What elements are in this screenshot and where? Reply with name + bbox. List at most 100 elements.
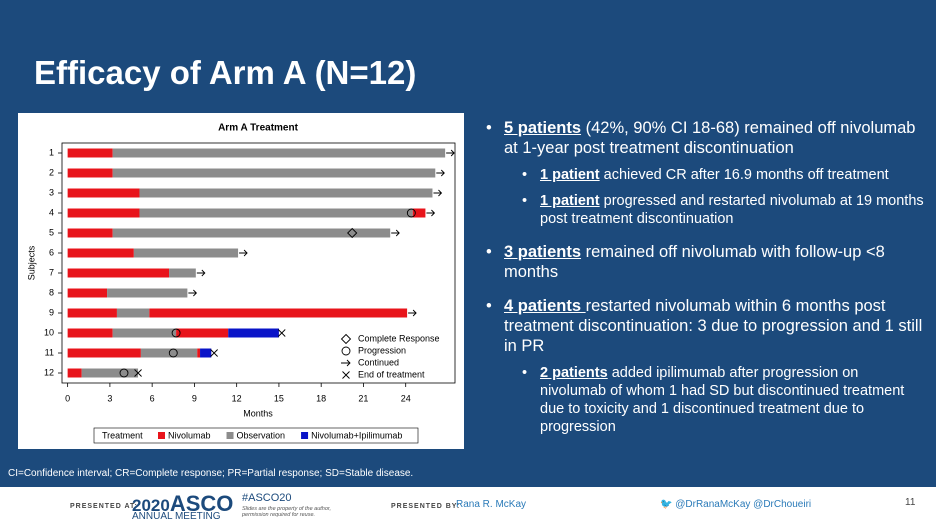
bullet-lead: 5 patients [504,119,582,137]
bullet: 5 patients (42%, 90% CI 18-68) remained … [476,118,928,228]
sub-bullet: 1 patient progressed and restarted nivol… [504,192,928,228]
sub-bullet-text: added ipilimumab after progression on ni… [540,365,905,435]
bar-segment [228,328,279,338]
y-tick-label: 10 [44,327,54,337]
presented-at: PRESENTED AT: [70,503,138,510]
legend-swatch [158,432,165,439]
sub-bullet-lead: 2 patients [540,365,608,381]
legend-symbol [341,346,351,356]
bar-segment [149,308,408,318]
logo-sub: ANNUAL MEETING [132,511,221,522]
bar-segment [197,348,201,358]
complete-response-marker [347,227,358,239]
continued-marker [196,269,206,277]
bar-segment [139,188,433,198]
sub-bullet-lead: 1 patient [540,167,600,183]
plot-frame [61,142,456,384]
chart: Arm A Treatment Months Subjects Treatmen… [18,113,464,449]
hashtag: #ASCO20 [242,492,292,504]
bullet-text: (42%, 90% CI 18-68) remained off nivolum… [504,119,916,157]
bar-segment [412,208,426,218]
bar-segment [112,168,436,178]
y-tick-label: 6 [49,247,54,257]
bar-segment [67,328,113,338]
legend-swatch [226,432,234,439]
continued-marker [436,169,445,177]
continued-marker [408,309,417,317]
sub-bullet-list: 1 patient achieved CR after 16.9 months … [504,166,928,228]
bullet-lead: 4 patients [504,297,586,315]
y-tick-label: 7 [49,267,54,277]
y-tick-label: 2 [49,167,54,177]
y-axis-label: Subjects [26,245,36,280]
chart-title: Arm A Treatment [218,123,299,134]
bar-segment [67,168,113,178]
bar-segment [67,188,140,198]
continued-marker [433,189,443,197]
x-tick-label: 24 [401,393,411,403]
legend-label: Nivolumab [168,430,211,440]
x-tick-label: 3 [107,393,112,403]
sub-bullet: 1 patient achieved CR after 16.9 months … [504,166,928,184]
legend-swatch [301,432,309,439]
continued-marker [426,209,436,217]
legend-title: Treatment [102,430,143,440]
bar-segment [176,328,229,338]
page-number: 11 [905,497,916,508]
sub-bullet-text: achieved CR after 16.9 months off treatm… [599,167,889,183]
y-tick-label: 12 [44,367,54,377]
bar-segment [112,328,177,338]
bar-segment [112,148,446,158]
x-tick-label: 9 [192,393,197,403]
y-tick-label: 4 [49,207,54,217]
bar-segment [67,288,108,298]
x-tick-label: 18 [316,393,326,403]
disclaimer: Slides are the property of the author, p… [242,506,331,518]
x-tick-label: 12 [232,393,242,403]
continued-marker [188,289,198,297]
continued-marker [391,229,400,237]
bar-segment [67,348,141,358]
logo-year: 2020 [132,496,170,515]
legend-label: Complete Response [358,333,440,343]
bar-segment [67,248,134,258]
bullet-text: remained off nivolumab with follow-up <8… [504,243,885,281]
bullet: 4 patients restarted nivolumab within 6 … [476,296,928,436]
bar-segment [67,368,82,378]
legend-label: Observation [237,430,286,440]
bar-segment [169,268,196,278]
legend-label: Nivolumab+Ipilimumab [311,430,402,440]
handles: @DrRanaMcKay @DrChoueiri [675,499,812,510]
bar-segment [67,228,113,238]
bar-segment [67,148,113,158]
footer: PRESENTED AT: 2020ASCO ANNUAL MEETING #A… [0,487,936,526]
legend-label: Progression [358,345,406,355]
y-tick-label: 9 [49,307,54,317]
progression-marker [119,368,129,378]
bullet-list: 5 patients (42%, 90% CI 18-68) remained … [476,118,928,450]
progression-marker [406,208,416,218]
bullet-lead: 3 patients [504,243,582,261]
end-of-treatment-marker [277,329,286,337]
progression-marker [168,348,178,358]
y-tick-label: 1 [49,147,54,157]
legend-symbol [341,359,351,367]
logo: 2020ASCO [132,491,233,517]
bar-segment [107,288,188,298]
bar-segment [67,208,140,218]
y-tick-label: 8 [49,287,54,297]
slide-title: Efficacy of Arm A (N=12) [34,54,417,91]
y-tick-label: 5 [49,227,54,237]
sub-bullet-lead: 1 patient [540,193,600,209]
presenter: Rana R. McKay [456,499,527,510]
sub-bullet-list: 2 patients added ipilimumab after progre… [504,364,928,436]
footnote: CI=Confidence interval; CR=Complete resp… [8,468,414,479]
end-of-treatment-marker [210,349,218,357]
bar-segment [81,368,139,378]
twitter-handles: 🐦 @DrRanaMcKay @DrChoueiri [660,499,812,510]
continued-marker [239,249,248,257]
legend-label: Continued [358,357,399,367]
bullet-text: restarted nivolumab within 6 months post… [504,297,923,355]
bar-segment [67,268,170,278]
